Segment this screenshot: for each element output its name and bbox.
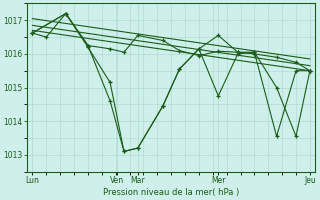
X-axis label: Pression niveau de la mer( hPa ): Pression niveau de la mer( hPa ) bbox=[103, 188, 239, 197]
